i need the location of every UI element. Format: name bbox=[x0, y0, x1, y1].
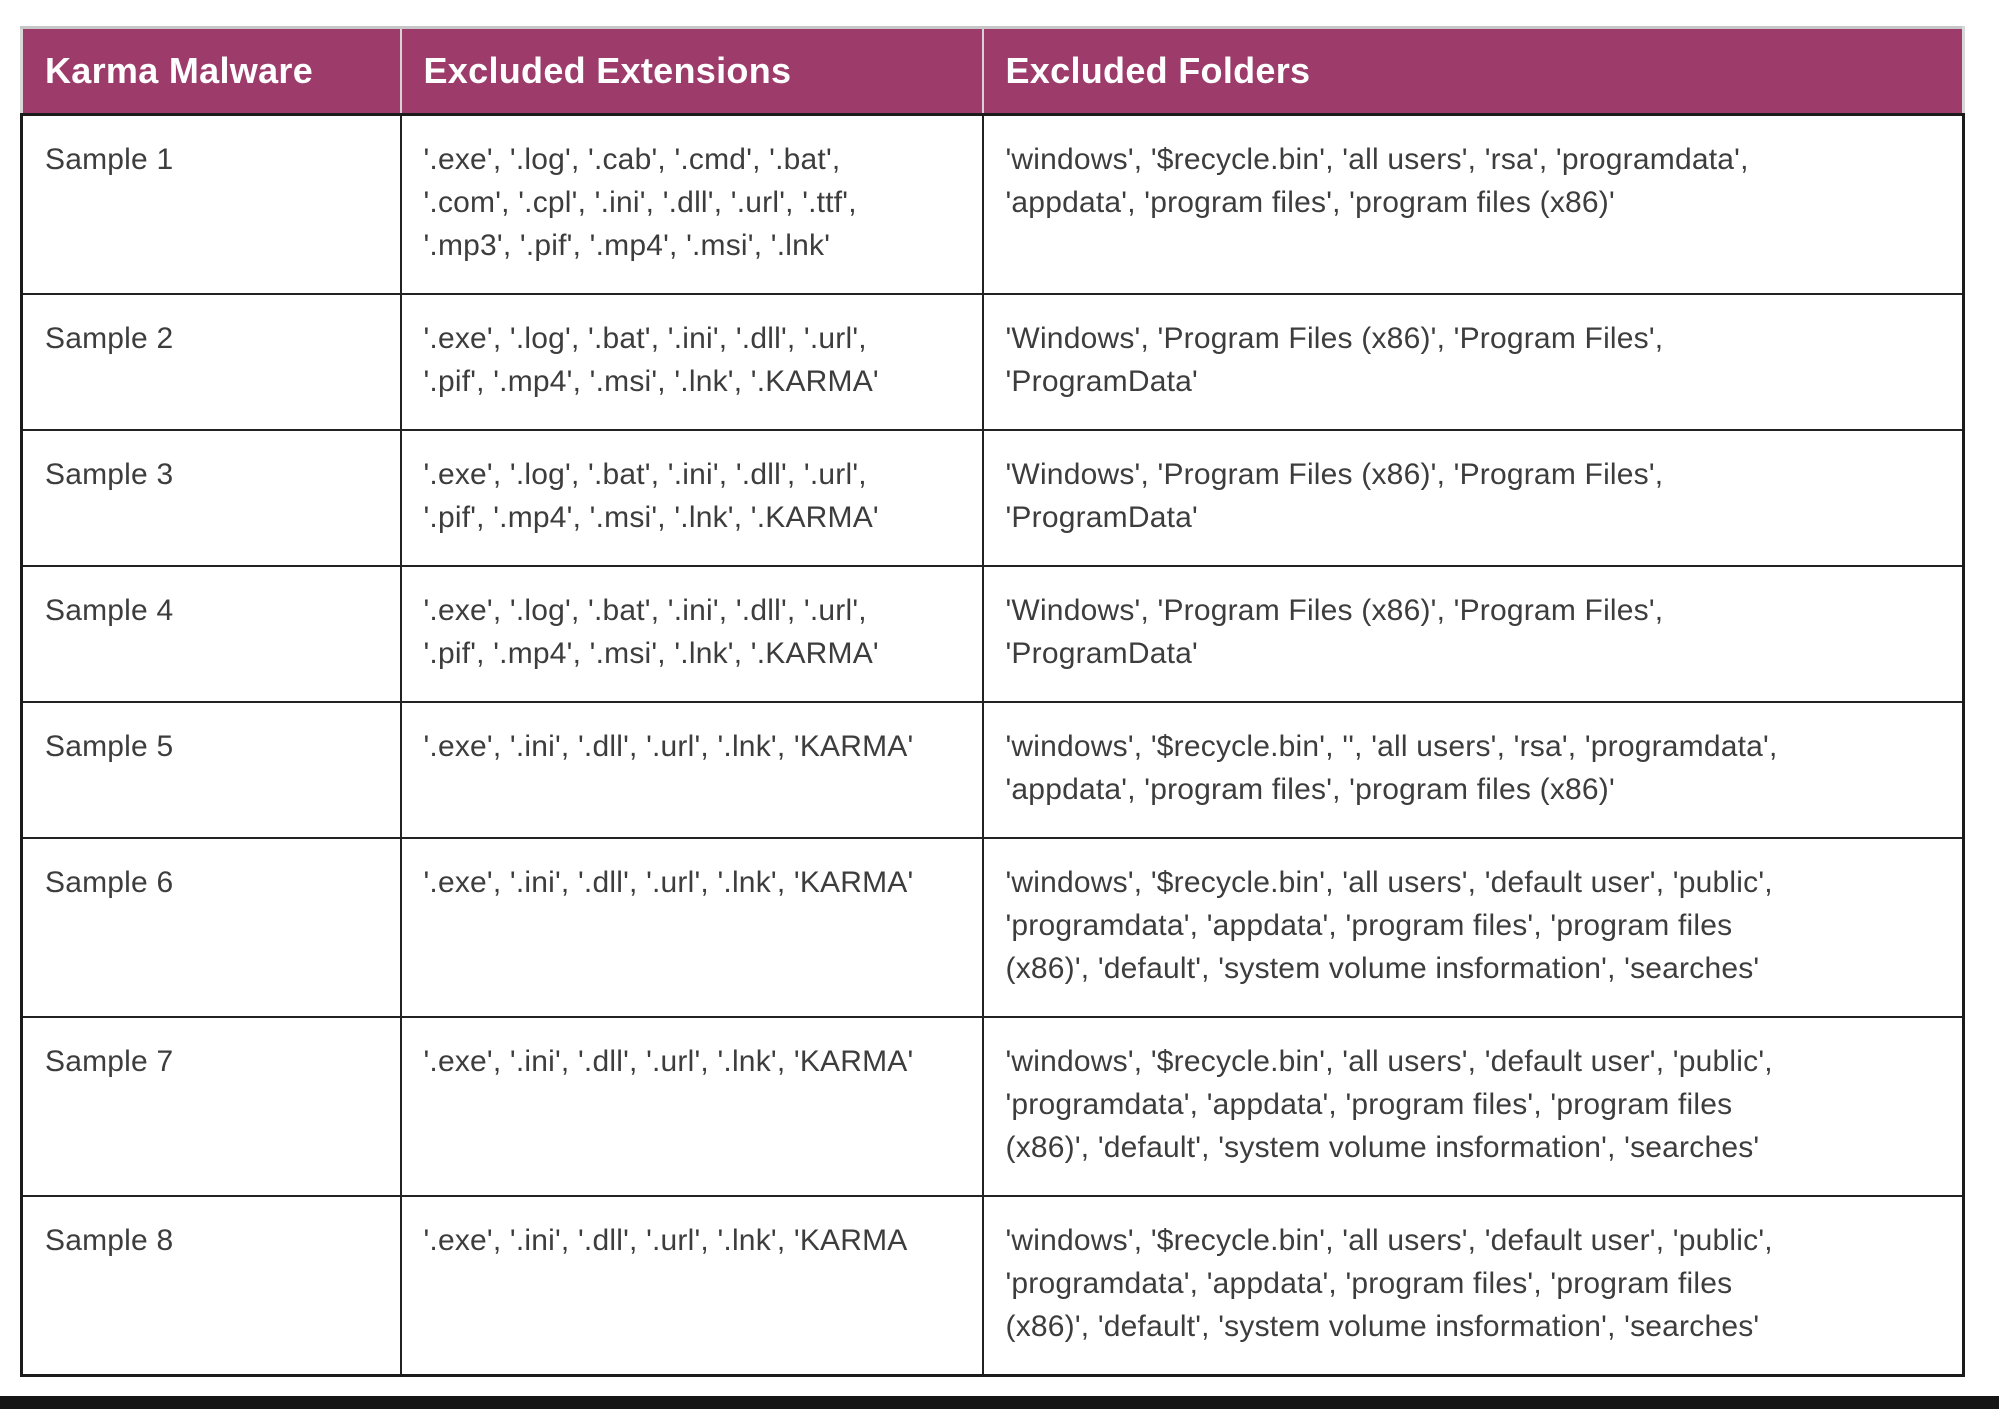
column-header-karma-malware: Karma Malware bbox=[20, 26, 401, 116]
table-row-sample-5: Sample 5 '.exe', '.ini', '.dll', '.url',… bbox=[20, 701, 1965, 839]
excluded-folders-cell: 'Windows', 'Program Files (x86)', 'Progr… bbox=[981, 565, 1965, 703]
sample-name-cell: Sample 6 bbox=[20, 837, 402, 1018]
excluded-extensions-cell: '.exe', '.log', '.cab', '.cmd', '.bat', … bbox=[399, 113, 984, 295]
excluded-folders-cell: 'Windows', 'Program Files (x86)', 'Progr… bbox=[981, 429, 1965, 567]
excluded-folders-cell: 'Windows', 'Program Files (x86)', 'Progr… bbox=[981, 293, 1965, 431]
excluded-folders-cell: 'windows', '$recycle.bin', 'all users', … bbox=[981, 837, 1965, 1018]
excluded-folders-cell: 'windows', '$recycle.bin', 'all users', … bbox=[981, 1195, 1965, 1377]
sample-name-cell: Sample 7 bbox=[20, 1016, 402, 1197]
column-header-excluded-extensions: Excluded Extensions bbox=[399, 26, 983, 116]
table-row-sample-6: Sample 6 '.exe', '.ini', '.dll', '.url',… bbox=[20, 837, 1965, 1018]
table-row-sample-1: Sample 1 '.exe', '.log', '.cab', '.cmd',… bbox=[20, 113, 1965, 295]
excluded-extensions-cell: '.exe', '.log', '.bat', '.ini', '.dll', … bbox=[399, 293, 984, 431]
table-row-sample-7: Sample 7 '.exe', '.ini', '.dll', '.url',… bbox=[20, 1016, 1965, 1197]
karma-malware-table: Karma Malware Excluded Extensions Exclud… bbox=[20, 26, 1965, 1377]
excluded-folders-cell: 'windows', '$recycle.bin', 'all users', … bbox=[981, 1016, 1965, 1197]
excluded-extensions-cell: '.exe', '.ini', '.dll', '.url', '.lnk', … bbox=[399, 837, 984, 1018]
table-row-sample-3: Sample 3 '.exe', '.log', '.bat', '.ini',… bbox=[20, 429, 1965, 567]
excluded-folders-cell: 'windows', '$recycle.bin', '', 'all user… bbox=[981, 701, 1965, 839]
excluded-extensions-cell: '.exe', '.ini', '.dll', '.url', '.lnk', … bbox=[399, 1195, 984, 1377]
excluded-extensions-cell: '.exe', '.log', '.bat', '.ini', '.dll', … bbox=[399, 565, 984, 703]
table-row-sample-2: Sample 2 '.exe', '.log', '.bat', '.ini',… bbox=[20, 293, 1965, 431]
excluded-extensions-cell: '.exe', '.ini', '.dll', '.url', '.lnk', … bbox=[399, 1016, 984, 1197]
table-row-sample-4: Sample 4 '.exe', '.log', '.bat', '.ini',… bbox=[20, 565, 1965, 703]
table-row-sample-8: Sample 8 '.exe', '.ini', '.dll', '.url',… bbox=[20, 1195, 1965, 1377]
sample-name-cell: Sample 4 bbox=[20, 565, 402, 703]
sample-name-cell: Sample 2 bbox=[20, 293, 402, 431]
sample-name-cell: Sample 8 bbox=[20, 1195, 402, 1377]
excluded-folders-cell: 'windows', '$recycle.bin', 'all users', … bbox=[981, 113, 1965, 295]
excluded-extensions-cell: '.exe', '.ini', '.dll', '.url', '.lnk', … bbox=[399, 701, 984, 839]
header-row: Karma Malware Excluded Extensions Exclud… bbox=[20, 26, 1965, 116]
sample-name-cell: Sample 5 bbox=[20, 701, 402, 839]
excluded-extensions-cell: '.exe', '.log', '.bat', '.ini', '.dll', … bbox=[399, 429, 984, 567]
bottom-divider bbox=[0, 1396, 1999, 1409]
column-header-excluded-folders: Excluded Folders bbox=[981, 26, 1965, 116]
sample-name-cell: Sample 1 bbox=[20, 113, 402, 295]
sample-name-cell: Sample 3 bbox=[20, 429, 402, 567]
